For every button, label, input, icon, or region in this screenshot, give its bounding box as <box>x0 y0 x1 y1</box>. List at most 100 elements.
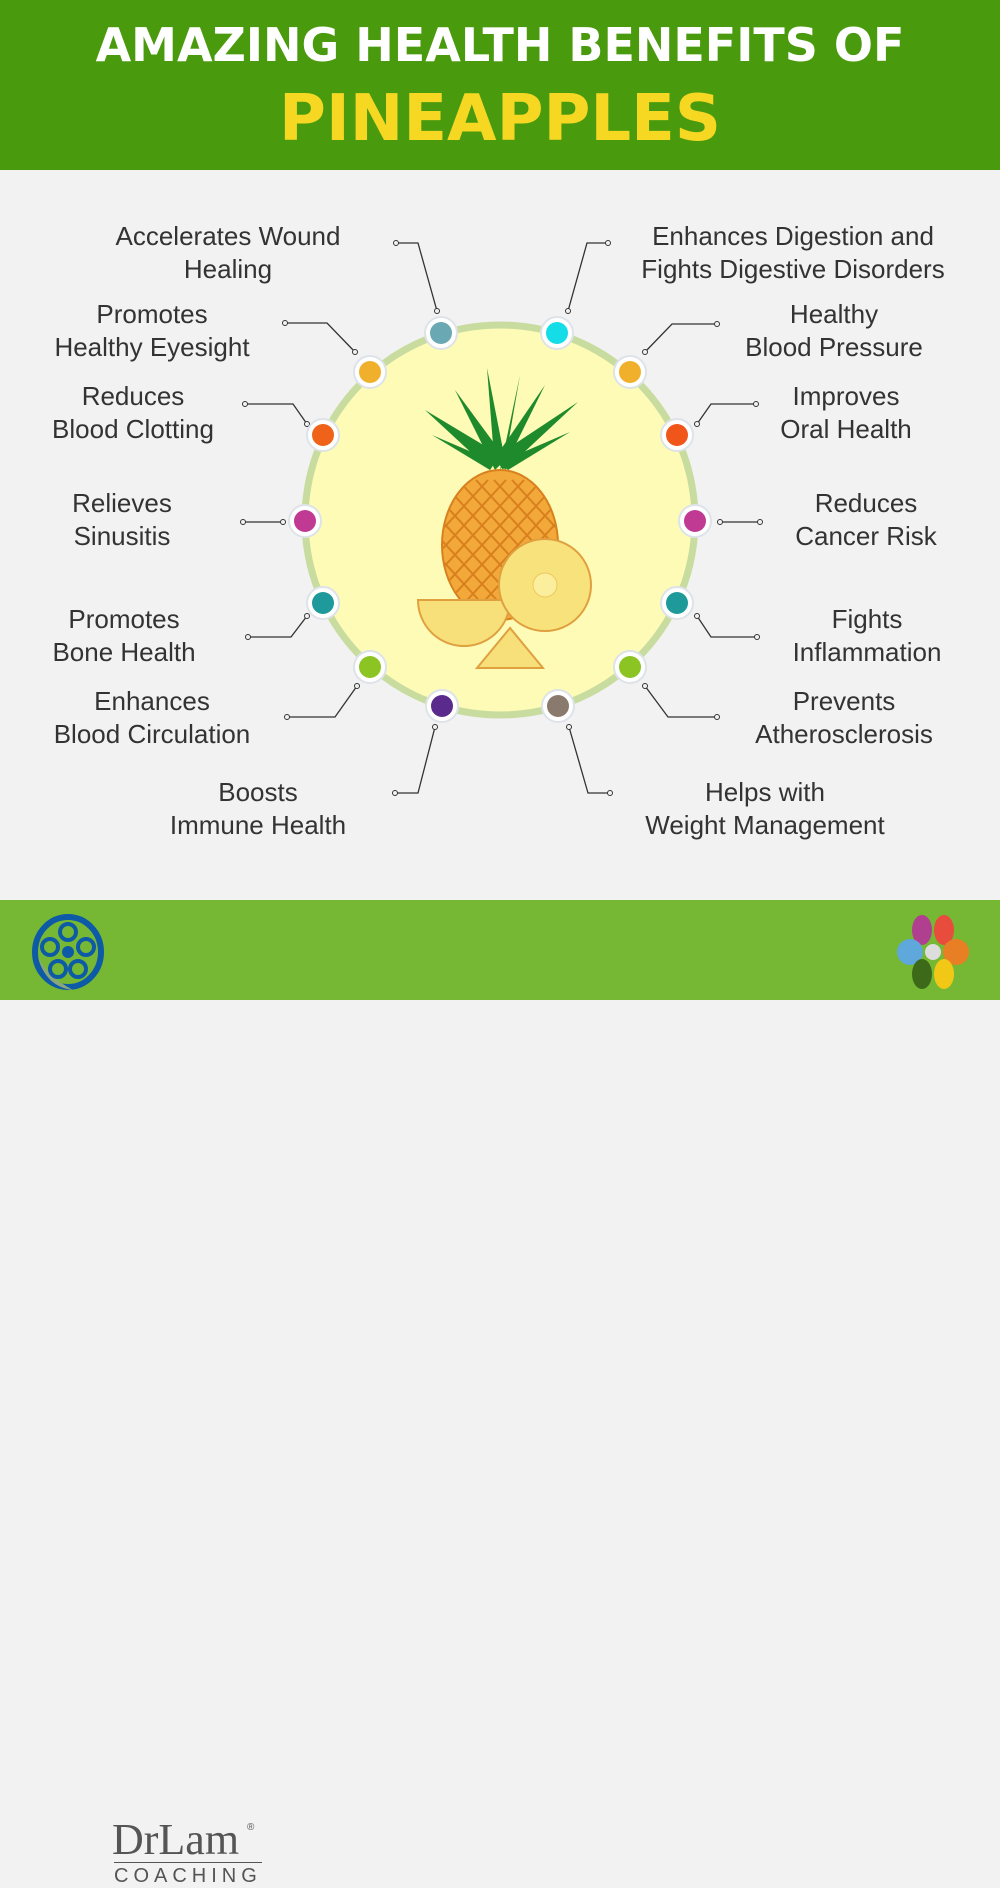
connector-end-dot <box>245 634 251 640</box>
connector-end-dot <box>392 790 398 796</box>
benefit-marker-dot <box>546 322 568 344</box>
benefit-label-right: Enhances Digestion and Fights Digestive D… <box>613 220 973 286</box>
benefit-label-line: Healthy <box>789 299 879 329</box>
benefit-label-left: Promotes Healthy Eyesight <box>0 298 332 364</box>
brand-name: DrLam <box>112 1815 240 1864</box>
benefit-label-right: Prevents Atherosclerosis <box>664 685 1000 751</box>
connector-end-dot <box>304 613 310 619</box>
connector-end-dot <box>714 321 720 327</box>
benefit-label-line: Fights Digestive Disorders <box>641 254 945 284</box>
connector-end-dot <box>284 714 290 720</box>
connector-line <box>567 242 608 312</box>
connector-end-dot <box>434 308 440 314</box>
brand-subtitle: COACHING <box>114 1862 262 1888</box>
connector-end-dot <box>717 519 723 525</box>
benefit-marker-dot <box>294 510 316 532</box>
benefit-label-line: Blood Clotting <box>52 414 214 444</box>
benefit-marker-dot <box>431 695 453 717</box>
benefit-label-line: Enhances Digestion and <box>652 221 934 251</box>
connector-end-dot <box>240 519 246 525</box>
connector-end-dot <box>282 320 288 326</box>
benefit-marker-dot <box>312 424 334 446</box>
connector-line <box>696 403 756 425</box>
benefit-marker-dot <box>666 592 688 614</box>
pineapple-illustration <box>416 368 592 669</box>
benefit-marker-dot <box>312 592 334 614</box>
benefit-label-line: Helps with <box>705 777 825 807</box>
benefit-label-line: Healthy Eyesight <box>54 332 250 362</box>
benefit-label-line: Fights <box>831 604 903 634</box>
connector-line <box>696 615 757 638</box>
pineapple-pattern-line <box>443 479 525 611</box>
benefit-label-line: Immune Health <box>169 810 347 840</box>
connector-end-dot <box>393 240 399 246</box>
benefit-label-line: Reduces <box>814 488 918 518</box>
benefit-label-line: Accelerates Wound <box>115 221 341 251</box>
title-line-2: PINEAPPLES <box>279 82 721 156</box>
pineapple-pattern-line <box>443 479 489 611</box>
title-line-1: AMAZING HEALTH BENEFITS OF <box>95 18 905 72</box>
benefit-label-line: Blood Circulation <box>53 719 251 749</box>
connector-line <box>644 685 717 718</box>
connector-end-dot <box>565 308 571 314</box>
pineapple-pattern-line <box>443 479 489 611</box>
connector-end-dot <box>280 519 286 525</box>
pineapple-pattern-line <box>443 479 557 611</box>
connector-line <box>248 615 308 638</box>
pineapple-pattern-line <box>511 479 557 611</box>
benefit-label-line: Blood Pressure <box>745 332 923 362</box>
benefit-label-line: Healing <box>183 254 273 284</box>
header-banner: AMAZING HEALTH BENEFITS OF PINEAPPLES <box>0 0 1000 170</box>
benefit-marker-dot <box>619 361 641 383</box>
benefit-label-right: Helps with Weight Management <box>585 776 945 842</box>
connector-end-dot <box>757 519 763 525</box>
benefit-label-line: Promotes <box>68 604 180 634</box>
benefit-label-line: Weight Management <box>645 810 885 840</box>
connector-end-dot <box>753 401 759 407</box>
benefit-marker-dot <box>684 510 706 532</box>
benefit-label-line: Enhances <box>94 686 210 716</box>
benefit-label-right: Healthy Blood Pressure <box>654 298 1000 364</box>
benefit-marker-dot <box>359 656 381 678</box>
connector-line <box>395 726 436 794</box>
benefit-label-right: Improves Oral Health <box>666 380 1000 446</box>
benefit-label-line: Relieves <box>72 488 172 518</box>
connector-end-dot <box>354 683 360 689</box>
benefit-marker-dot <box>666 424 688 446</box>
benefit-label-left: Enhances Blood Circulation <box>0 685 332 751</box>
benefit-label-line: Boosts <box>218 777 298 807</box>
connector-end-dot <box>432 724 438 730</box>
benefit-label-line: Oral Health <box>780 414 912 444</box>
connector-end-dot <box>642 349 648 355</box>
benefit-label-left: Boosts Immune Health <box>78 776 438 842</box>
connector-line <box>285 322 356 353</box>
connector-end-dot <box>607 790 613 796</box>
benefit-marker-dot <box>430 322 452 344</box>
benefit-marker-dot <box>547 695 569 717</box>
benefit-label-right: Reduces Cancer Risk <box>686 487 1000 553</box>
benefit-label-line: Reduces <box>81 381 185 411</box>
benefit-label-line: Inflammation <box>792 637 942 667</box>
benefit-label-line: Improves <box>792 381 900 411</box>
connector-end-dot <box>754 634 760 640</box>
connector-end-dot <box>714 714 720 720</box>
registered-mark: ® <box>247 1822 255 1833</box>
drlam-logo-icon <box>32 914 104 990</box>
benefit-label-left: Promotes Bone Health <box>0 603 304 669</box>
connector-end-dot <box>304 421 310 427</box>
flower-logo-icon <box>897 915 969 989</box>
connector-line <box>396 242 438 312</box>
connector-end-dot <box>605 240 611 246</box>
benefit-label-line: Prevents <box>792 686 896 716</box>
benefit-label-line: Cancer Risk <box>795 521 937 551</box>
connector-line <box>644 323 717 353</box>
connector-end-dot <box>352 349 358 355</box>
benefit-label-line: Promotes <box>96 299 208 329</box>
benefit-marker-dot <box>359 361 381 383</box>
footer-banner: DrLam ® COACHING <box>0 900 1000 1887</box>
pineapple-pattern-line <box>443 479 507 611</box>
benefit-label-left: Reduces Blood Clotting <box>0 380 313 446</box>
benefit-label-line: Sinusitis <box>73 521 171 551</box>
pineapple-pattern-line <box>443 479 543 611</box>
connector-line <box>568 726 610 794</box>
